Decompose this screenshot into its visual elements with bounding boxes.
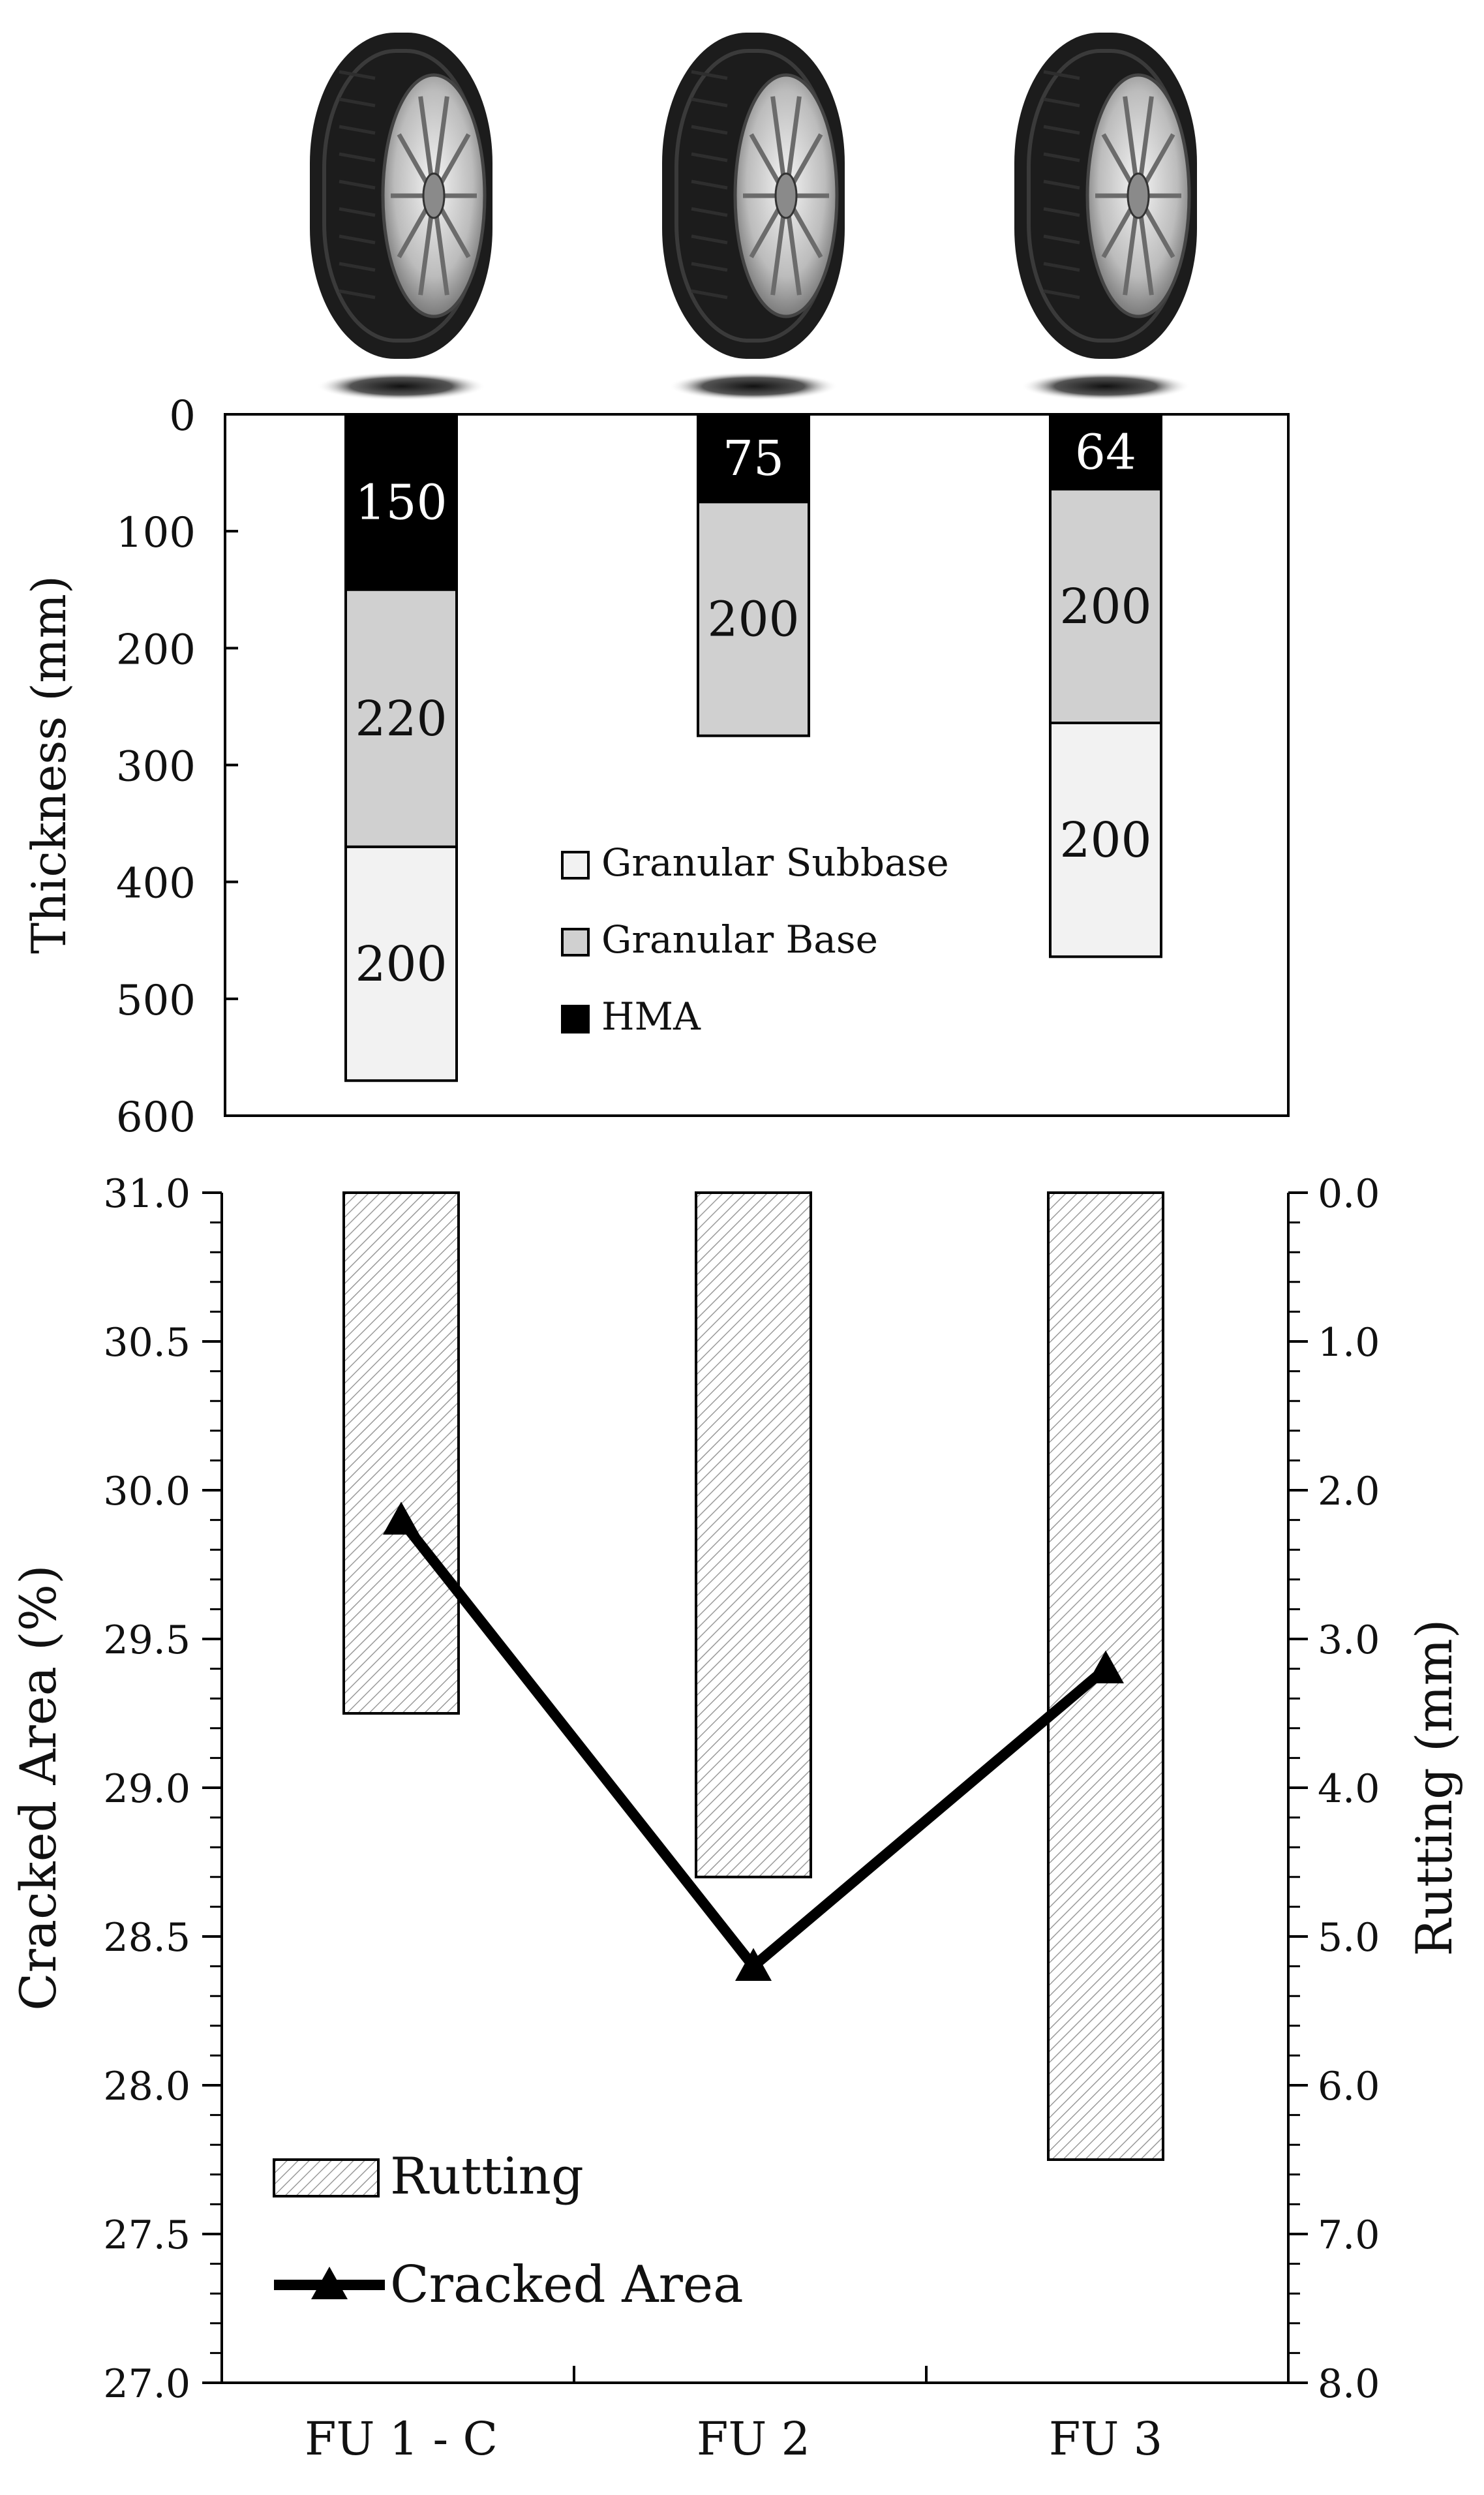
fu3-hma-segment: [1049, 413, 1162, 491]
thickness-tick-label: 200: [116, 626, 196, 674]
tire-icon: [310, 33, 492, 401]
thickness-tick-label: 600: [116, 1094, 196, 1142]
fu3-base-label: 200: [1059, 579, 1151, 635]
cracked-area-tick-label: 27.0: [103, 2361, 190, 2407]
thickness-tick-label: 0: [169, 392, 196, 440]
cracked-area-legend-label: Cracked Area: [390, 2256, 744, 2314]
rutting-tick-label: 4.0: [1318, 1766, 1380, 1812]
fu1-cracked-area-marker: [383, 1501, 419, 1535]
fu1-hma-label: 150: [355, 474, 447, 530]
thickness-chart: 0 100 200 300 400 500 600 150 220 200 75 200 64 200 2…: [22, 392, 1290, 1142]
fu1-subbase-segment: [344, 845, 458, 1082]
fu1-subbase-label: 200: [355, 936, 447, 992]
fu1-base-label: 220: [355, 691, 447, 747]
rutting-tick-label: 2.0: [1318, 1469, 1380, 1514]
fu3-subbase-label: 200: [1059, 812, 1151, 868]
tire-icon: [1014, 33, 1197, 401]
rutting-tick-label: 7.0: [1318, 2212, 1380, 2258]
legend-swatch: [561, 851, 590, 880]
cracked-area-legend-marker: [311, 2267, 348, 2299]
fu3-base-segment: [1049, 487, 1162, 725]
cracked-area-tick-label: 30.5: [103, 1320, 190, 1366]
fu2-base-segment: [697, 500, 810, 737]
fu1-rutting-bar: [342, 1191, 460, 1715]
tires-group: [310, 33, 1197, 401]
legend-swatch: [561, 1005, 590, 1033]
performance-chart: 27.0 27.5 28.0 28.5 29.0 29.5 30.0 30.5 31.0 0.0 1…: [9, 1171, 1463, 2466]
legend-label: HMA: [601, 994, 701, 1039]
performance-legend: Rutting Cracked Area: [273, 2147, 744, 2314]
thickness-tick-label: 400: [116, 860, 196, 908]
rutting-tick-label: 8.0: [1318, 2361, 1380, 2407]
fu2-rutting-bar: [695, 1191, 812, 1878]
cracked-area-tick-label: 29.5: [103, 1617, 190, 1663]
cracked-area-tick-label: 27.5: [103, 2212, 190, 2258]
fu3-category-label: FU 3: [1049, 2412, 1162, 2466]
legend-label: Granular Subbase: [601, 840, 949, 885]
fu1-category-label: FU 1 - C: [305, 2412, 498, 2466]
cracked-area-tick-label: 28.0: [103, 2064, 190, 2109]
thickness-tick-label: 300: [116, 743, 196, 791]
fu3-hma-label: 64: [1075, 424, 1136, 480]
fu2-hma-label: 75: [723, 431, 784, 487]
legend-label: Granular Base: [601, 917, 878, 962]
cracked-area-tick-label: 30.0: [103, 1469, 190, 1514]
rutting-tick-label: 5.0: [1318, 1915, 1380, 1961]
legend-swatch: [561, 928, 590, 957]
thickness-axis-title: Thickness (mm): [22, 575, 76, 954]
cracked-area-tick-label: 29.0: [103, 1766, 190, 1812]
cracked-area-tick-label: 28.5: [103, 1915, 190, 1961]
thickness-legend: Granular Subbase Granular Base HMA: [561, 840, 949, 1039]
fu3-cracked-area-marker: [1087, 1650, 1124, 1683]
fu3-subbase-segment: [1049, 722, 1162, 958]
rutting-tick-label: 6.0: [1318, 2064, 1380, 2109]
rutting-legend-swatch: [273, 2158, 380, 2197]
tire-icon: [662, 33, 845, 401]
fu2-cracked-area-marker: [735, 1948, 772, 1981]
rutting-legend-label: Rutting: [390, 2147, 584, 2206]
fu2-base-label: 200: [707, 592, 799, 648]
rutting-tick-label: 3.0: [1318, 1617, 1380, 1663]
rutting-tick-label: 0.0: [1318, 1171, 1380, 1217]
thickness-tick-label: 100: [116, 509, 196, 557]
thickness-tick-label: 500: [116, 977, 196, 1025]
cracked-area-axis-title: Cracked Area (%): [9, 1565, 67, 2010]
rutting-tick-label: 1.0: [1318, 1320, 1380, 1366]
rutting-axis-title: Rutting (mm): [1405, 1619, 1463, 1957]
fu2-category-label: FU 2: [697, 2412, 810, 2466]
cracked-area-tick-label: 31.0: [103, 1171, 190, 1217]
